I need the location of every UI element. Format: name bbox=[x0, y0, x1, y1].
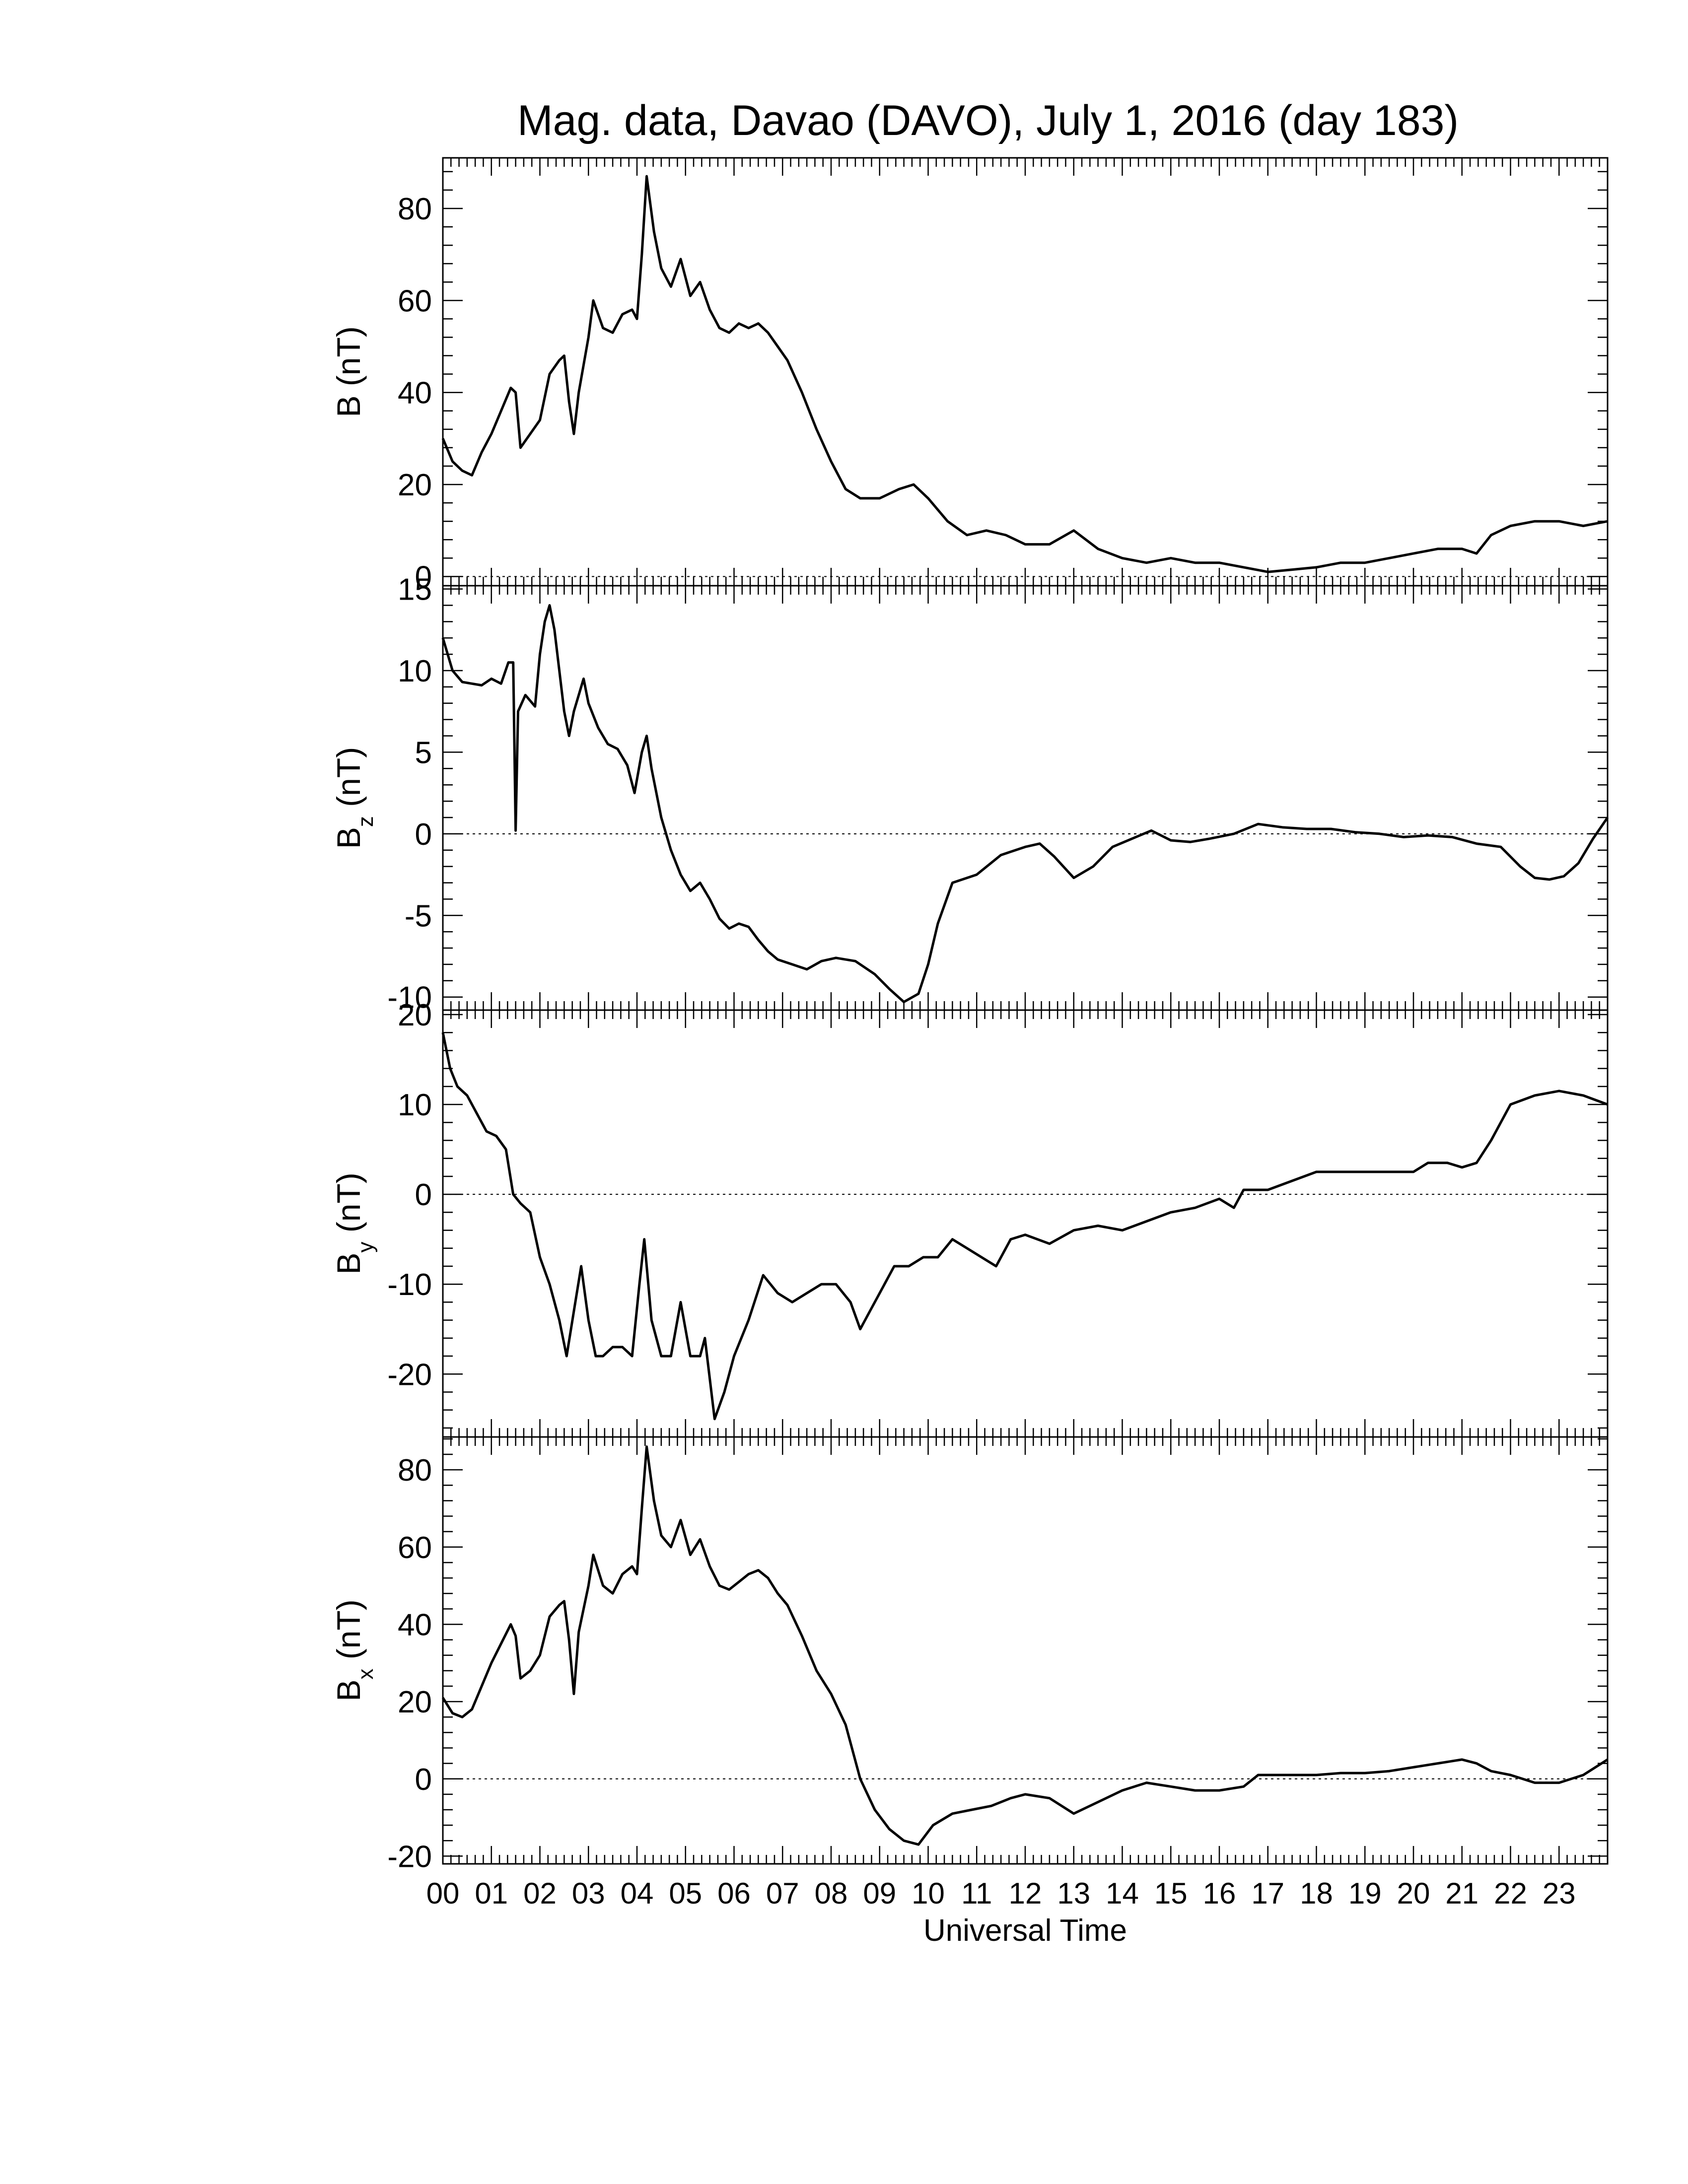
y-tick-label: 20 bbox=[398, 468, 432, 502]
y-axis-label: Bz (nT) bbox=[330, 747, 378, 849]
x-tick-label: 20 bbox=[1397, 1877, 1430, 1910]
y-tick-label: 0 bbox=[415, 560, 432, 594]
y-tick-label: -5 bbox=[405, 899, 432, 933]
y-axis-label-unit: (nT) bbox=[330, 1172, 367, 1241]
panel-b: 0 20 40 60 80 B (nT) bbox=[330, 157, 1609, 594]
panel-frame bbox=[442, 157, 1609, 587]
y-tick-label: 80 bbox=[398, 192, 432, 226]
y-tick-label: 60 bbox=[398, 1531, 432, 1565]
chart-title: Mag. data, Davao (DAVO), July 1, 2016 (d… bbox=[517, 97, 1459, 144]
series-line-by bbox=[441, 1032, 1608, 1421]
x-tick-labels: 00 01 02 03 04 05 06 07 08 09 10 11 12 13 14 15 16 17 18 19… bbox=[426, 1877, 1576, 1910]
x-tick-label: 12 bbox=[1009, 1877, 1042, 1910]
x-tick-label: 07 bbox=[766, 1877, 799, 1910]
series-line-bz bbox=[441, 604, 1609, 1004]
x-tick-label: 11 bbox=[961, 1877, 992, 1910]
x-tick-label: 17 bbox=[1251, 1877, 1284, 1910]
y-tick-label: 80 bbox=[398, 1453, 432, 1488]
x-tick-label: 14 bbox=[1106, 1877, 1139, 1910]
panel-bz: -10 -5 0 5 10 15 Bz (nT) bbox=[330, 573, 1609, 1015]
x-tick-label: 23 bbox=[1543, 1877, 1576, 1910]
y-tick-label: 0 bbox=[415, 1763, 432, 1797]
x-tick-label: 02 bbox=[523, 1877, 557, 1910]
x-tick-label: 00 bbox=[426, 1877, 460, 1910]
y-tick-label: -20 bbox=[387, 1358, 432, 1392]
y-tick-label: 10 bbox=[398, 1088, 432, 1122]
panel-frame bbox=[442, 1436, 1609, 1865]
y-tick-label: 40 bbox=[398, 376, 432, 410]
y-axis-label: By (nT) bbox=[330, 1172, 378, 1274]
panel-bx: -20 0 20 40 60 80 Bx (nT) bbox=[330, 1436, 1609, 1874]
panel-frame bbox=[442, 585, 1609, 1011]
x-tick-label: 15 bbox=[1154, 1877, 1188, 1910]
y-tick-label: -20 bbox=[387, 1840, 432, 1874]
x-tick-label: 13 bbox=[1057, 1877, 1090, 1910]
x-tick-label: 04 bbox=[621, 1877, 654, 1910]
series-line-bx bbox=[441, 1445, 1609, 1846]
y-axis-label-subscript: x bbox=[353, 1669, 378, 1680]
x-tick-label: 22 bbox=[1494, 1877, 1527, 1910]
x-tick-label: 01 bbox=[475, 1877, 508, 1910]
y-tick-label: 20 bbox=[398, 998, 432, 1032]
x-tick-label: 08 bbox=[815, 1877, 848, 1910]
x-tick-label: 19 bbox=[1348, 1877, 1382, 1910]
y-tick-label: -10 bbox=[387, 981, 432, 1015]
y-tick-label: 20 bbox=[398, 1685, 432, 1719]
y-tick-label: 0 bbox=[415, 1178, 432, 1212]
y-axis-label: B (nT) bbox=[330, 326, 367, 417]
y-axis-label-unit: (nT) bbox=[330, 326, 367, 395]
y-axis-label-subscript: z bbox=[353, 816, 378, 827]
x-tick-label: 09 bbox=[863, 1877, 896, 1910]
y-tick-label: 0 bbox=[415, 818, 432, 852]
y-axis-label-unit: (nT) bbox=[330, 747, 367, 816]
panels-layer: 0 20 40 60 80 B (nT) -10 -5 0 5 10 15 Bz (nT) -20 -10 0… bbox=[330, 157, 1609, 1874]
x-tick-label: 10 bbox=[912, 1877, 945, 1910]
y-axis-label-main: B bbox=[330, 827, 367, 849]
y-axis-label-subscript: y bbox=[353, 1242, 378, 1253]
y-tick-label: -10 bbox=[387, 1268, 432, 1302]
y-axis-label: Bx (nT) bbox=[330, 1599, 378, 1701]
x-tick-label: 18 bbox=[1300, 1877, 1333, 1910]
y-tick-label: 10 bbox=[398, 654, 432, 688]
x-axis-title: Universal Time bbox=[923, 1913, 1127, 1948]
y-tick-label: 5 bbox=[415, 736, 432, 770]
panel-frame bbox=[442, 1009, 1609, 1438]
y-axis-label-unit: (nT) bbox=[330, 1599, 367, 1668]
y-axis-label-main: B bbox=[330, 1680, 367, 1702]
y-tick-label: 15 bbox=[398, 573, 432, 607]
series-line-b bbox=[441, 175, 1608, 573]
y-axis-label-main: B bbox=[330, 396, 367, 417]
x-tick-label: 05 bbox=[669, 1877, 702, 1910]
panel-by: -20 -10 0 10 20 By (nT) bbox=[330, 998, 1609, 1438]
y-axis-label-main: B bbox=[330, 1253, 367, 1275]
y-tick-label: 40 bbox=[398, 1608, 432, 1642]
x-tick-label: 16 bbox=[1203, 1877, 1236, 1910]
y-tick-label: 60 bbox=[398, 284, 432, 318]
x-tick-label: 03 bbox=[572, 1877, 605, 1910]
x-tick-label: 06 bbox=[717, 1877, 751, 1910]
x-tick-label: 21 bbox=[1445, 1877, 1478, 1910]
